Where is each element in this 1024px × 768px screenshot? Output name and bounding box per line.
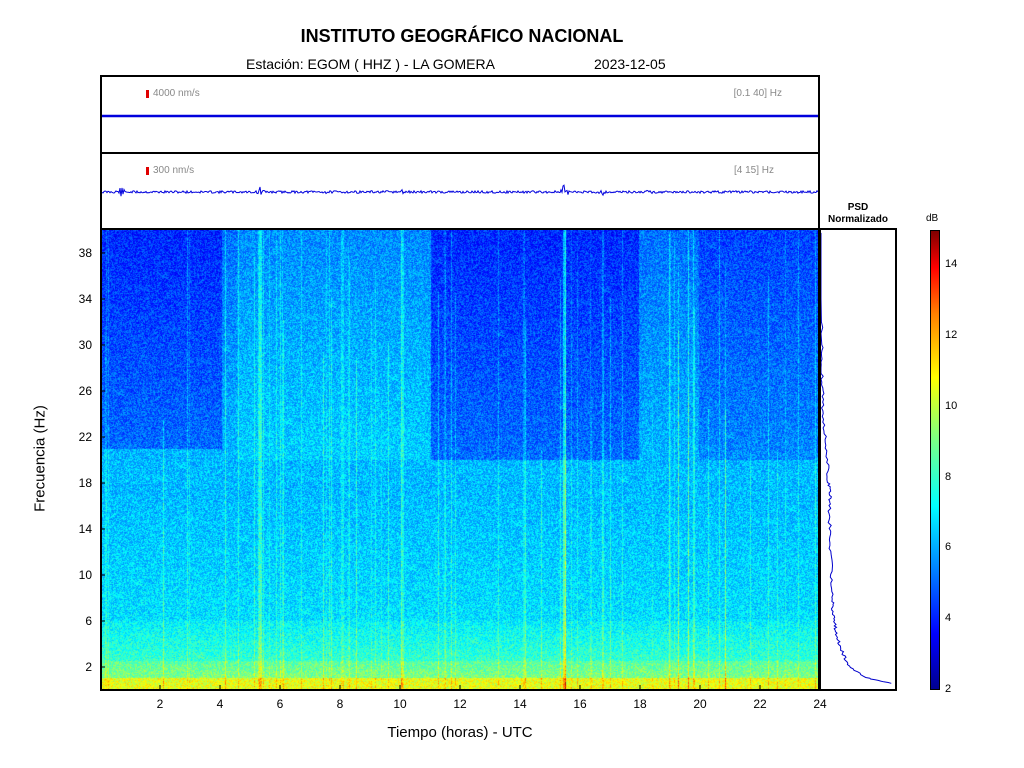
- y-tick-label: 6: [85, 614, 92, 628]
- x-tick-label: 16: [573, 697, 587, 711]
- colorbar-tick-label: 8: [945, 470, 952, 483]
- scale-bar-icon: [146, 90, 149, 98]
- y-tick-label: 34: [79, 292, 93, 306]
- spectrogram-canvas: [102, 230, 818, 689]
- psd-curve: [820, 232, 892, 684]
- colorbar-tick-label: 4: [945, 612, 952, 625]
- seismic-trace-filtered: [102, 184, 818, 197]
- x-tick-label: 24: [813, 697, 827, 711]
- x-tick-label: 4: [217, 697, 224, 711]
- seismic-trace-broadband: [102, 114, 818, 118]
- psd-title-line2: Normalizado: [827, 214, 888, 225]
- y-tick-label: 18: [79, 476, 93, 490]
- station-label: Estación: EGOM ( HHZ ) - LA GOMERA: [246, 56, 495, 72]
- colorbar-tick-label: 10: [945, 399, 958, 412]
- x-tick-label: 22: [753, 697, 767, 711]
- x-tick-label: 18: [633, 697, 647, 711]
- psd-title-line1: PSD: [847, 202, 869, 213]
- colorbar-tick-label: 2: [945, 683, 952, 695]
- trace-scale-label: 300 nm/s: [153, 165, 195, 176]
- page-title: INSTITUTO GEOGRÁFICO NACIONAL: [300, 26, 624, 46]
- y-tick-label: 14: [79, 522, 93, 536]
- y-tick-label: 10: [79, 568, 93, 582]
- colorbar-tick-label: 6: [945, 541, 952, 554]
- x-tick-label: 2: [157, 697, 164, 711]
- trace-panel-filtered: 300 nm/s [4 15] Hz: [100, 152, 820, 230]
- trace-filter-label: [0.1 40] Hz: [733, 88, 782, 99]
- scale-bar-icon: [146, 167, 149, 175]
- trace-filter-label: [4 15] Hz: [733, 165, 774, 176]
- y-tick-label: 38: [79, 246, 93, 260]
- colorbar-tick-label: 12: [945, 329, 958, 342]
- x-axis-label: Tiempo (horas) - UTC: [387, 724, 533, 741]
- x-tick-label: 12: [453, 697, 467, 711]
- colorbar-tick-label: 14: [945, 258, 958, 271]
- y-tick-label: 26: [79, 384, 93, 398]
- spectrogram: [100, 228, 820, 691]
- trace-panel-broadband: 4000 nm/s [0.1 40] Hz: [100, 75, 820, 154]
- x-tick-label: 10: [393, 697, 407, 711]
- x-tick-label: 20: [693, 697, 707, 711]
- y-axis-label: Frecuencia (Hz): [31, 405, 49, 512]
- y-tick-label: 2: [85, 660, 92, 674]
- x-tick-label: 6: [277, 697, 284, 711]
- y-tick-label: 22: [79, 430, 93, 444]
- psd-title: PSD Normalizado: [818, 202, 898, 226]
- x-tick-label: 8: [337, 697, 344, 711]
- x-tick-label: 14: [513, 697, 527, 711]
- date-label: 2023-12-05: [594, 56, 666, 72]
- colorbar: [930, 230, 940, 690]
- colorbar-unit: dB: [926, 213, 939, 224]
- trace-scale-label: 4000 nm/s: [153, 88, 200, 99]
- psd-panel: [819, 228, 897, 691]
- y-tick-label: 30: [79, 338, 93, 352]
